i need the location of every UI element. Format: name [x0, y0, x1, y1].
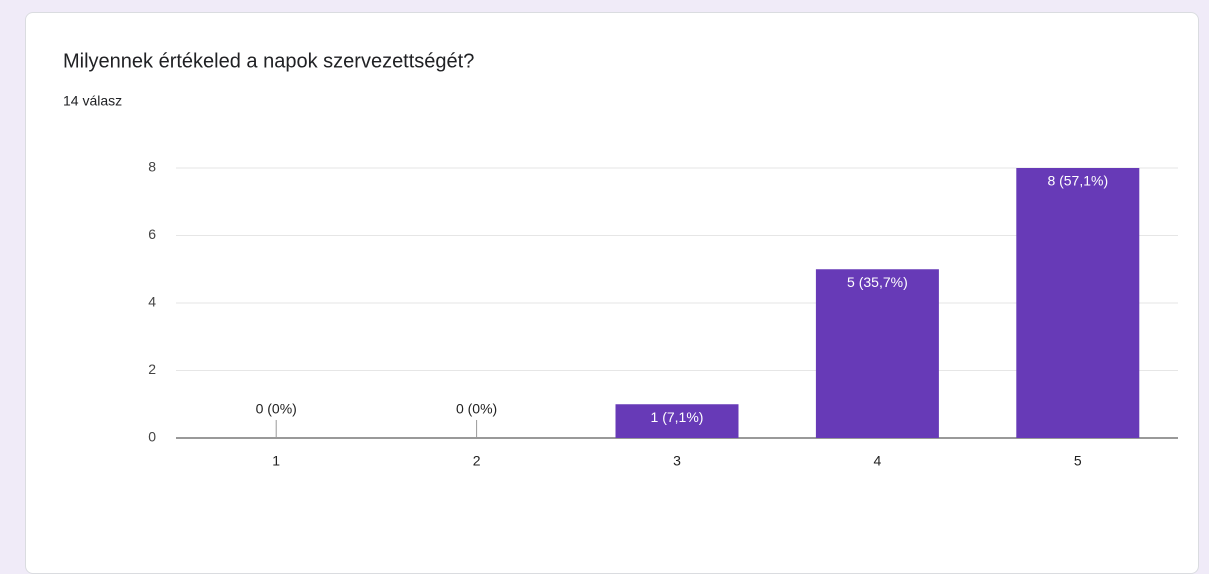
y-tick-label: 0	[148, 429, 156, 445]
page: {"chart_data": {"type": "bar", "title": …	[25, 12, 1199, 574]
card	[25, 12, 1199, 574]
y-tick-label: 4	[148, 294, 156, 310]
value-label: 0 (0%)	[256, 401, 297, 417]
x-tick-label: 3	[673, 453, 681, 469]
bar	[615, 404, 739, 438]
x-tick-label: 2	[473, 453, 481, 469]
value-label: 5 (35,7%)	[847, 274, 908, 290]
y-tick-label: 8	[148, 159, 156, 175]
x-tick-label: 1	[272, 453, 280, 469]
value-label: 1 (7,1%)	[651, 409, 704, 425]
value-label: 8 (57,1%)	[1047, 173, 1108, 189]
chart-subtitle: 14 válasz	[63, 93, 122, 109]
x-tick-label: 4	[874, 453, 882, 469]
y-tick-label: 6	[148, 226, 156, 242]
chart: Milyennek értékeled a napok szervezettsé…	[63, 50, 1178, 469]
value-label: 0 (0%)	[456, 401, 497, 417]
chart-title: Milyennek értékeled a napok szervezettsé…	[63, 50, 474, 72]
x-tick-label: 5	[1074, 453, 1082, 469]
y-tick-label: 2	[148, 361, 156, 377]
bar	[1016, 168, 1140, 438]
bar	[815, 269, 939, 438]
